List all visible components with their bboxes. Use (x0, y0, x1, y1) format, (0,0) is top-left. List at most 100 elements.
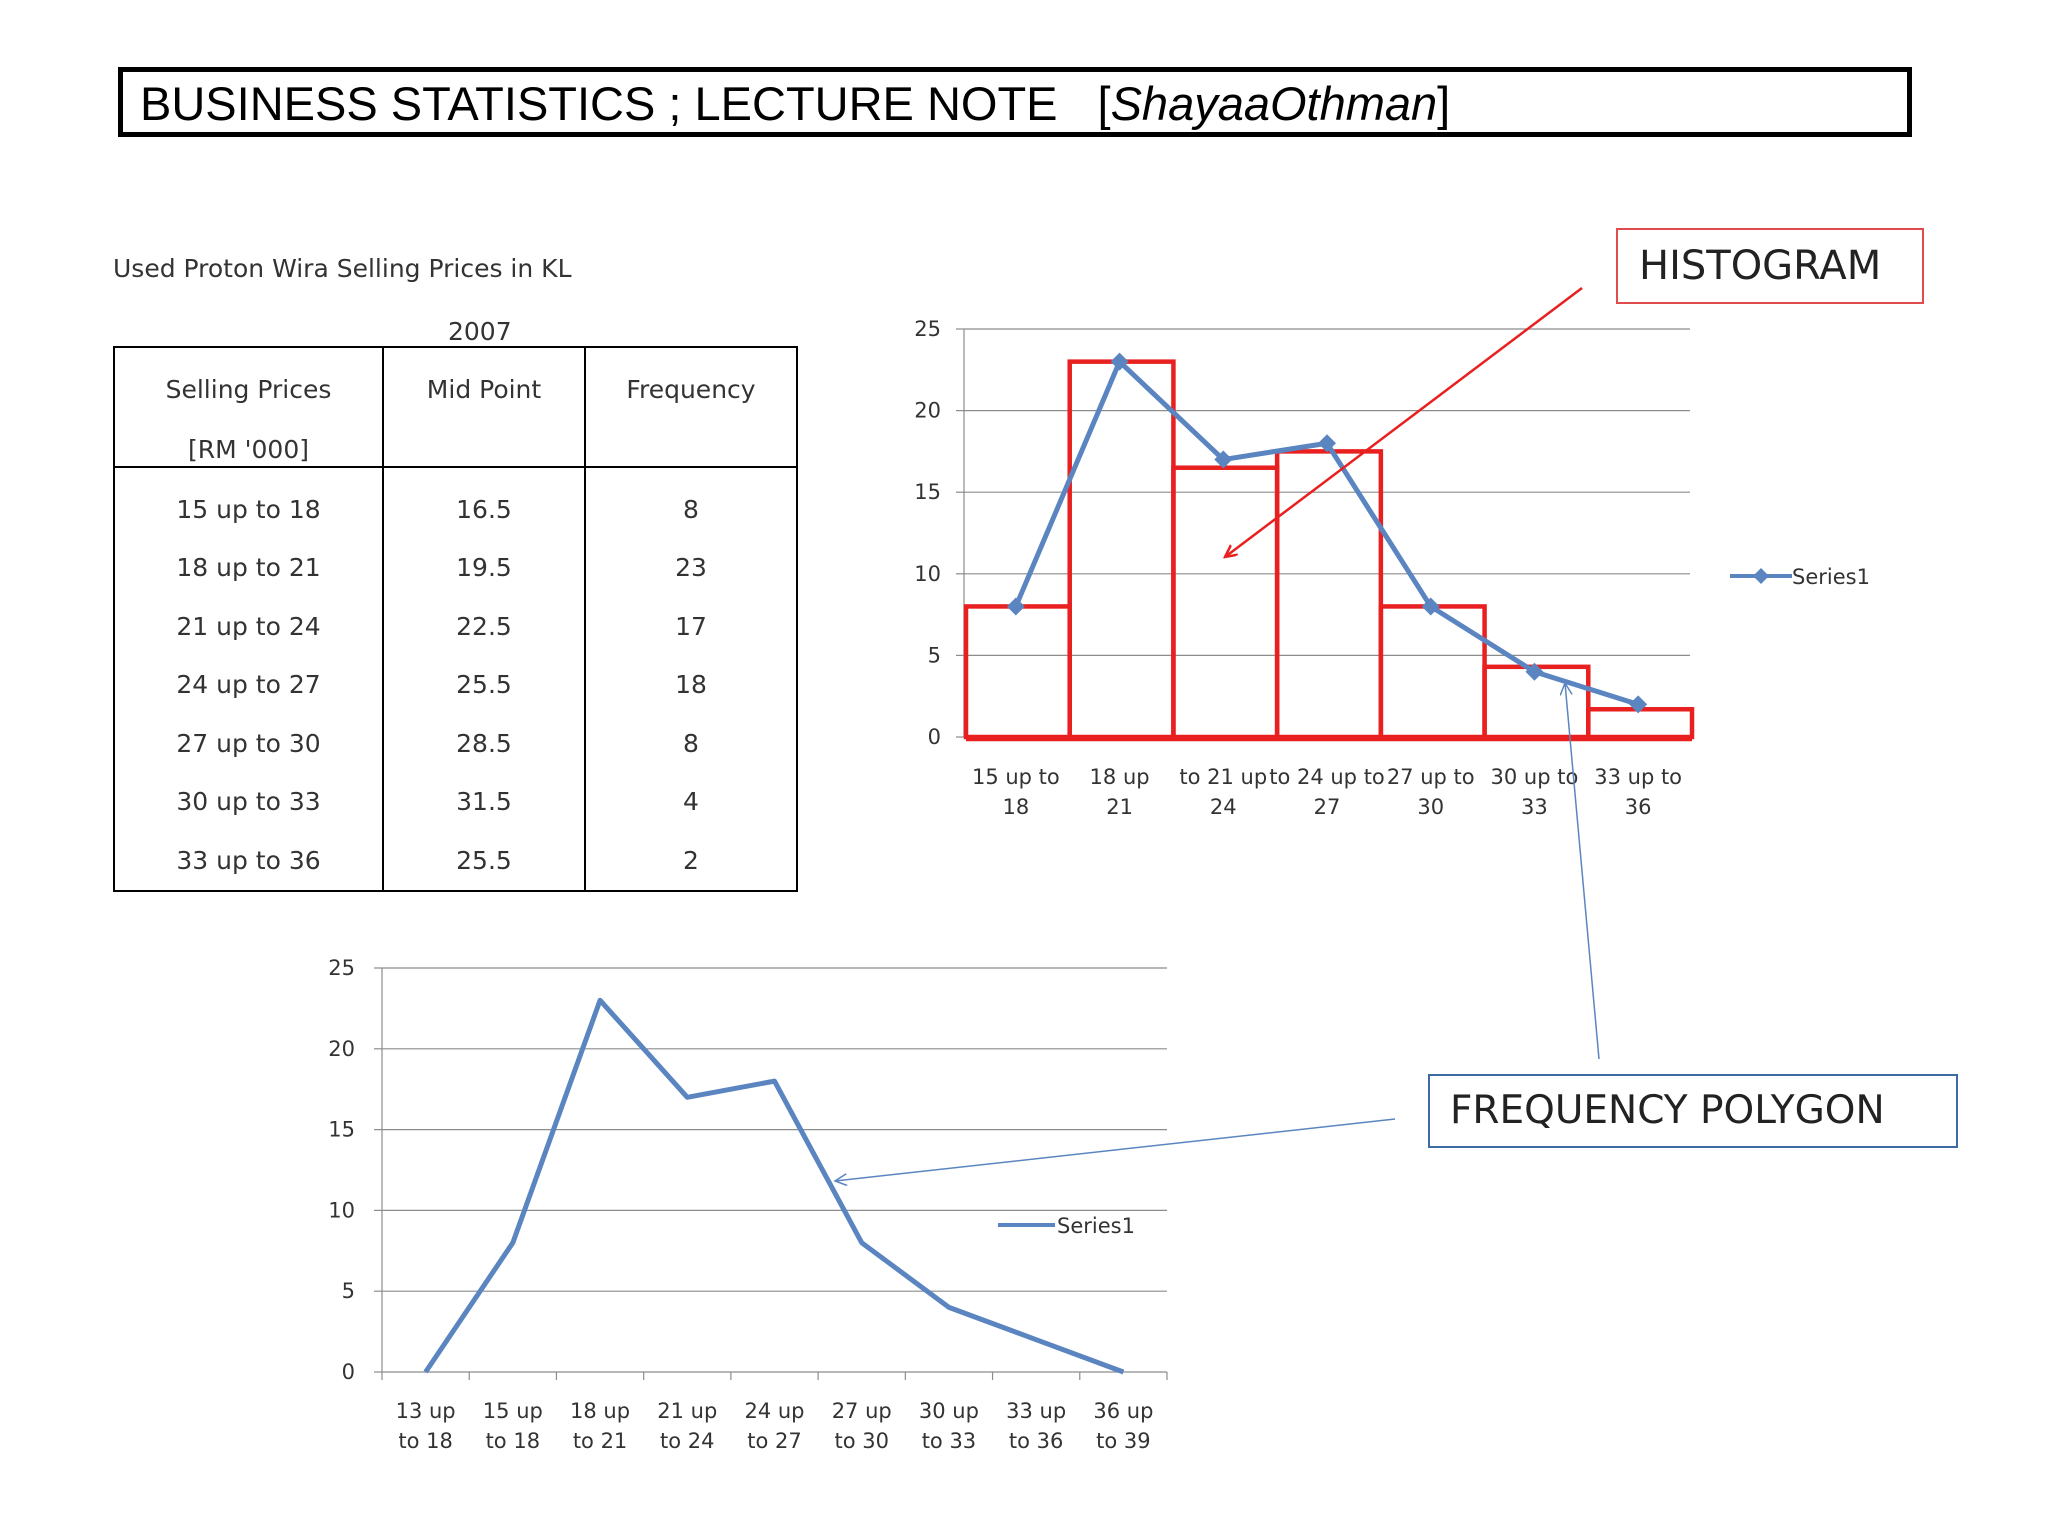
table-caption: Used Proton Wira Selling Prices in KL (113, 254, 572, 283)
table-row: 18 up to 21 19.5 23 (113, 538, 798, 597)
cell-mid: 22.5 (382, 597, 586, 656)
header-selling-prices-line1: Selling Prices (165, 375, 332, 404)
histogram-label: HISTOGRAM (1616, 228, 1924, 304)
table-row: 33 up to 36 25.5 2 (113, 831, 798, 892)
y-tick-label: 5 (928, 643, 941, 667)
frequency-polygon-chart: 0 5 10 15 20 25 13 up to 18 15 up to 18 18 up to 21… (328, 956, 1168, 1453)
x-tick-label: 30 (1417, 795, 1444, 819)
header-selling-prices: Selling Prices [RM '000] (113, 347, 384, 468)
frequency-table: Selling Prices [RM '000] Mid Point Freque… (113, 346, 798, 892)
series-marker (1006, 597, 1025, 616)
x-tick-label: 36 (1625, 795, 1652, 819)
x-tick-label: to 21 up (1179, 765, 1267, 789)
table-row: 15 up to 18 16.5 8 (113, 467, 798, 539)
histogram-arrow (1225, 287, 1583, 557)
header-mid-point: Mid Point (382, 347, 586, 468)
cell-mid: 19.5 (382, 538, 586, 597)
header-selling-prices-unit: [RM '000] (188, 435, 309, 464)
cell-mid: 31.5 (382, 772, 586, 831)
author-open-bracket: [ (1097, 77, 1111, 130)
cell-freq: 18 (584, 655, 798, 714)
x-tick-label: 33 (1521, 795, 1548, 819)
histogram-bar (1067, 359, 1176, 740)
y-tick-label: 10 (328, 1198, 355, 1222)
x-tick-label: to 30 (834, 1429, 888, 1453)
polygon-arrow-left (835, 1118, 1396, 1181)
cell-freq: 8 (584, 467, 798, 539)
histogram-bar (1274, 449, 1384, 740)
series-marker (1110, 352, 1129, 371)
cell-price: 21 up to 24 (113, 597, 384, 656)
y-tick-label: 15 (914, 480, 941, 504)
series-marker (1318, 434, 1336, 453)
table-row: 27 up to 30 28.5 8 (113, 714, 798, 773)
y-tick-label: 0 (342, 1360, 355, 1384)
table-year: 2007 (448, 317, 512, 346)
x-tick-label: 15 up to (972, 765, 1060, 789)
x-tick-label: 18 (1002, 795, 1029, 819)
y-tick-label: 5 (342, 1279, 355, 1303)
histogram-bar (963, 604, 1072, 740)
x-tick-label: to 27 (747, 1429, 801, 1453)
histogram-bar (1378, 604, 1487, 740)
y-tick-label: 10 (914, 562, 941, 586)
histogram-bar (1171, 465, 1280, 740)
x-tick-label: 30 up to (1491, 765, 1579, 789)
cell-price: 15 up to 18 (113, 467, 384, 539)
x-tick-label: 15 up (483, 1399, 543, 1423)
series-marker (1629, 695, 1648, 714)
y-tick-label: 20 (914, 399, 941, 423)
x-tick-label: 24 up (744, 1399, 804, 1423)
cell-price: 33 up to 36 (113, 831, 384, 892)
x-tick-label: 24 (1210, 795, 1237, 819)
histogram-chart: 0 5 10 15 20 25 15 up to 18 18 up 21 to 21 up 24 to … (914, 317, 1870, 819)
series-line (423, 997, 1125, 1375)
cell-freq: 4 (584, 772, 798, 831)
y-tick-label: 25 (914, 317, 941, 341)
header-frame (118, 67, 1912, 137)
x-tick-label: to 21 (573, 1429, 627, 1453)
cell-freq: 8 (584, 714, 798, 773)
y-tick-label: 20 (328, 1037, 355, 1061)
x-tick-label: to 24 up to (1269, 765, 1385, 789)
y-tick-label: 0 (928, 725, 941, 749)
table-row: 24 up to 27 25.5 18 (113, 655, 798, 714)
x-tick-label: 36 up (1093, 1399, 1153, 1423)
legend-label: Series1 (1057, 1214, 1135, 1238)
cell-mid: 25.5 (382, 831, 586, 892)
author-close-bracket: ] (1437, 77, 1451, 130)
x-tick-label: to 39 (1096, 1429, 1150, 1453)
header-mid-point-label: Mid Point (426, 375, 542, 404)
series-line (1013, 359, 1639, 707)
cell-price: 18 up to 21 (113, 538, 384, 597)
cell-mid: 25.5 (382, 655, 586, 714)
x-tick-label: 30 up (919, 1399, 979, 1423)
x-tick-label: to 36 (1009, 1429, 1063, 1453)
x-tick-label: to 18 (486, 1429, 540, 1453)
x-tick-label: 18 up (1090, 765, 1150, 789)
legend-marker (1753, 568, 1769, 584)
legend-label: Series1 (1792, 565, 1870, 589)
cell-price: 24 up to 27 (113, 655, 384, 714)
cell-freq: 2 (584, 831, 798, 892)
page-title: BUSINESS STATISTICS ; LECTURE NOTE [Shaya… (140, 74, 1450, 134)
polygon-arrow-up (1565, 683, 1600, 1060)
cell-freq: 17 (584, 597, 798, 656)
frequency-polygon-label: FREQUENCY POLYGON (1428, 1074, 1958, 1148)
x-tick-label: 21 (1106, 795, 1133, 819)
x-tick-label: 27 up (832, 1399, 892, 1423)
table-row: 30 up to 33 31.5 4 (113, 772, 798, 831)
cell-freq: 23 (584, 538, 798, 597)
x-tick-label: 21 up (657, 1399, 717, 1423)
x-tick-label: to 33 (922, 1429, 976, 1453)
course-title: BUSINESS STATISTICS ; LECTURE NOTE (140, 77, 1058, 130)
series-marker (1525, 662, 1544, 681)
x-tick-label: to 24 (660, 1429, 714, 1453)
cell-price: 30 up to 33 (113, 772, 384, 831)
histogram-bar (1586, 707, 1695, 740)
table-header-row: Selling Prices [RM '000] Mid Point Freque… (113, 347, 798, 468)
series-marker (1421, 597, 1440, 616)
x-tick-label: 13 up (396, 1399, 456, 1423)
header-frequency: Frequency (584, 347, 798, 468)
